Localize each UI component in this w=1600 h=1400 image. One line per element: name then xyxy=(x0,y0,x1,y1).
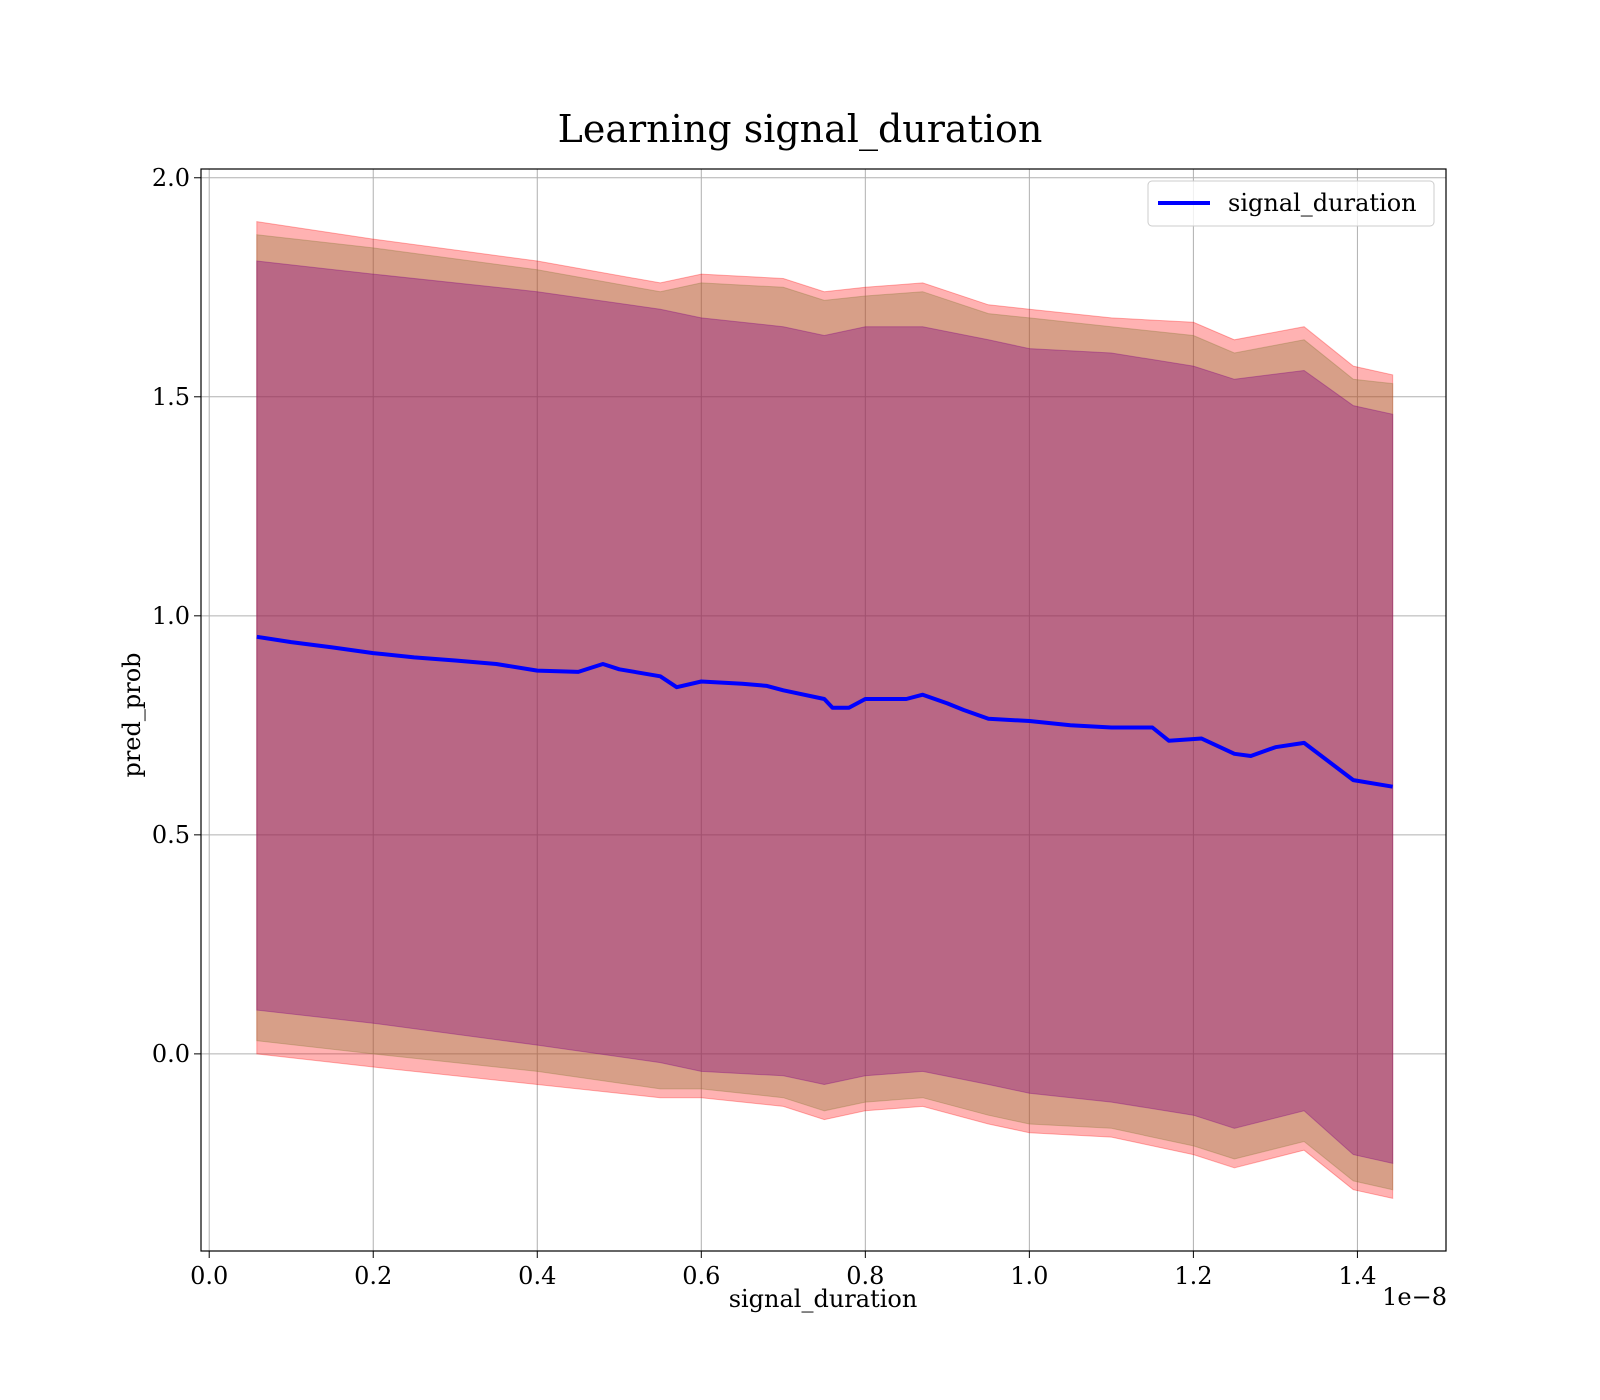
series-line xyxy=(256,634,1394,789)
x-tick-label: 0.0 xyxy=(190,1262,228,1290)
grid xyxy=(201,169,1446,1251)
legend-label: signal_duration xyxy=(1228,189,1417,217)
y-tick-label: 2.0 xyxy=(152,164,190,192)
confidence-bands xyxy=(256,221,1394,1200)
band-outer xyxy=(256,221,1394,1200)
x-tick-label: 0.2 xyxy=(354,1262,392,1290)
series-lines xyxy=(256,634,1394,789)
legend: signal_duration xyxy=(1147,180,1435,227)
x-axis-offset-label: 1e−8 xyxy=(1382,1283,1447,1311)
y-tick-label: 1.0 xyxy=(152,602,190,630)
x-tick-label: 1.0 xyxy=(1010,1262,1048,1290)
x-tick-label: 0.4 xyxy=(518,1262,556,1290)
axis-ticks: 0.0 0.2 0.4 0.6 0.8 1.0 1.2 1.4 0.0 0.5 1.0 1.5 2.0 xyxy=(152,164,1377,1290)
legend-box xyxy=(1147,180,1435,227)
y-axis-label: pred_prob xyxy=(118,652,146,777)
x-tick-label: 0.8 xyxy=(846,1262,884,1290)
y-tick-label: 0.5 xyxy=(152,821,190,849)
x-tick-label: 1.2 xyxy=(1174,1262,1212,1290)
y-tick-label: 0.0 xyxy=(152,1040,190,1068)
plot-frame xyxy=(200,168,1447,1252)
band-inner xyxy=(256,260,1394,1165)
chart-title: Learning signal_duration xyxy=(558,107,1043,152)
band-middle xyxy=(256,234,1394,1191)
x-tick-label: 1.4 xyxy=(1338,1262,1376,1290)
x-axis-label: signal_duration xyxy=(729,1285,918,1313)
y-tick-label: 1.5 xyxy=(152,383,190,411)
x-tick-label: 0.6 xyxy=(682,1262,720,1290)
